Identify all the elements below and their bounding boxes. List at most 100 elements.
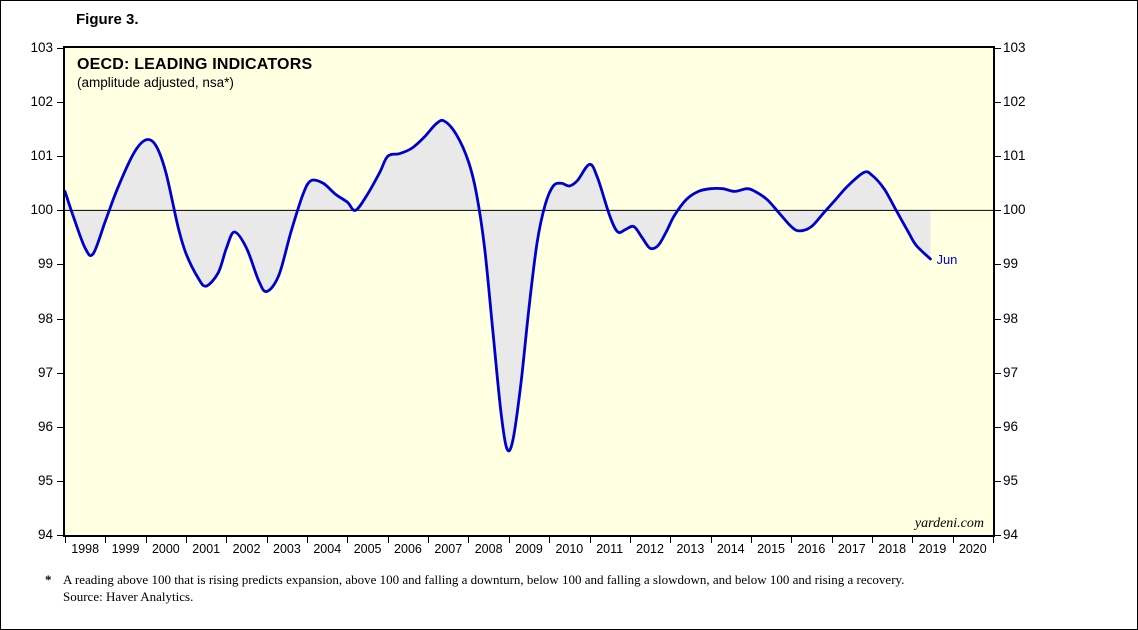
x-axis-year-label: 2003 xyxy=(273,542,301,556)
y-axis-label-right: 97 xyxy=(1003,364,1019,380)
x-axis-tick xyxy=(65,537,66,543)
footnote-asterisk: * xyxy=(45,572,52,587)
y-axis-tick-left xyxy=(57,48,63,49)
y-axis-label-left: 97 xyxy=(37,364,53,380)
y-axis-label-left: 94 xyxy=(37,527,53,542)
x-axis-tick xyxy=(186,537,188,543)
y-axis-tick-right xyxy=(995,480,1001,482)
footnote: * A reading above 100 that is rising pre… xyxy=(45,572,990,606)
x-axis-year-label: 2020 xyxy=(958,542,987,556)
chart-canvas xyxy=(65,118,993,453)
x-axis-year-label: 2013 xyxy=(676,542,705,556)
x-axis-year-label: 1998 xyxy=(71,542,100,556)
x-axis-year-label: 2009 xyxy=(515,542,543,556)
y-axis-label-right: 99 xyxy=(1003,256,1019,272)
y-axis-label-right: 98 xyxy=(1003,310,1019,326)
x-axis-year-label: 2014 xyxy=(716,542,745,556)
plot-area: OECD: LEADING INDICATORS (amplitude adju… xyxy=(63,46,995,537)
x-axis-year-label: 2019 xyxy=(918,542,947,556)
chart-subtitle: (amplitude adjusted, nsa*) xyxy=(77,75,234,90)
x-axis-tick xyxy=(791,537,793,543)
y-axis-label-left: 96 xyxy=(37,418,53,434)
x-axis-tick xyxy=(226,537,228,543)
x-axis-tick xyxy=(831,537,833,543)
x-axis-tick xyxy=(710,537,712,543)
x-axis-year-label: 2017 xyxy=(837,542,866,556)
y-axis-tick-right xyxy=(995,535,1001,536)
y-axis-label-right: 101 xyxy=(1003,148,1026,164)
x-axis-tick xyxy=(428,537,430,543)
x-axis-tick xyxy=(307,537,309,543)
y-axis-tick-right xyxy=(995,48,1001,49)
x-axis-year-label: 2007 xyxy=(434,542,463,556)
figure-number-label: Figure 3. xyxy=(76,11,139,28)
y-axis-tick-left xyxy=(57,426,63,428)
y-axis-label-right: 100 xyxy=(1003,202,1026,218)
x-axis-tick xyxy=(912,537,914,543)
x-axis-year-label: 2004 xyxy=(313,542,342,556)
y-axis-label-right: 103 xyxy=(1003,40,1026,55)
deviation-fill-area xyxy=(65,120,931,451)
y-axis-tick-left xyxy=(57,102,63,104)
x-axis-tick xyxy=(266,537,268,543)
x-axis-year-label: 2000 xyxy=(151,542,180,556)
x-axis-tick xyxy=(105,537,107,543)
watermark-yardeni: yardeni.com xyxy=(914,516,984,531)
x-axis-year-label: 2011 xyxy=(596,542,624,556)
y-axis-label-left: 102 xyxy=(30,94,53,110)
x-axis-tick xyxy=(468,537,470,543)
y-axis-tick-right xyxy=(995,318,1001,320)
y-axis-tick-left xyxy=(57,210,63,212)
x-axis-tick xyxy=(871,537,873,543)
y-axis-tick-right xyxy=(995,372,1001,374)
x-axis-tick xyxy=(670,537,672,543)
x-axis-year-label: 2006 xyxy=(394,542,422,556)
y-axis-tick-left xyxy=(57,535,63,536)
x-axis-tick xyxy=(629,537,631,543)
x-axis-tick xyxy=(347,537,349,543)
y-axis-tick-right xyxy=(995,102,1001,104)
y-axis-tick-right xyxy=(995,156,1001,158)
y-axis-label-left: 98 xyxy=(37,310,53,326)
x-axis-tick xyxy=(508,537,510,543)
y-axis-tick-right xyxy=(995,210,1001,212)
footnote-text: A reading above 100 that is rising predi… xyxy=(63,572,905,587)
x-axis-tick xyxy=(145,537,147,543)
x-axis-tick xyxy=(993,537,994,543)
y-axis-label-left: 95 xyxy=(37,472,53,488)
footnote-source: Source: Haver Analytics. xyxy=(63,589,194,605)
x-axis-year-label: 2001 xyxy=(192,542,221,556)
y-axis-label-right: 96 xyxy=(1003,418,1019,434)
y-axis-tick-right xyxy=(995,426,1001,428)
y-axis-tick-left xyxy=(57,264,63,266)
x-axis-year-label: 2005 xyxy=(353,542,382,556)
y-axis-tick-left xyxy=(57,318,63,320)
x-axis-year-label: 2010 xyxy=(555,542,584,556)
y-axis-tick-right xyxy=(995,264,1001,266)
series-end-label: Jun xyxy=(936,252,958,268)
x-axis-year-label: 2015 xyxy=(757,542,785,556)
x-axis-tick xyxy=(387,537,389,543)
x-axis-year-label: 2002 xyxy=(232,542,261,556)
x-axis-year-label: 2018 xyxy=(878,542,907,556)
y-axis-label-left: 100 xyxy=(30,202,53,218)
x-axis-year-label: 2008 xyxy=(474,542,503,556)
y-axis-tick-left xyxy=(57,156,63,158)
y-axis-tick-left xyxy=(57,372,63,374)
y-axis-tick-left xyxy=(57,480,63,482)
y-axis-label-left: 103 xyxy=(30,40,53,55)
y-axis-label-left: 99 xyxy=(37,256,53,272)
y-axis-label-left: 101 xyxy=(30,148,53,164)
x-axis-tick xyxy=(549,537,551,543)
x-axis-tick xyxy=(952,537,954,543)
chart-title: OECD: LEADING INDICATORS xyxy=(77,56,313,73)
x-axis-tick xyxy=(750,537,752,543)
x-axis-tick xyxy=(589,537,591,543)
x-axis-year-label: 1999 xyxy=(111,542,140,556)
leading-indicator-line xyxy=(65,118,932,453)
y-axis-label-right: 94 xyxy=(1003,527,1019,542)
x-axis-year-label: 2012 xyxy=(636,542,664,556)
y-axis-label-right: 102 xyxy=(1003,94,1026,110)
x-axis-year-label: 2016 xyxy=(797,542,826,556)
